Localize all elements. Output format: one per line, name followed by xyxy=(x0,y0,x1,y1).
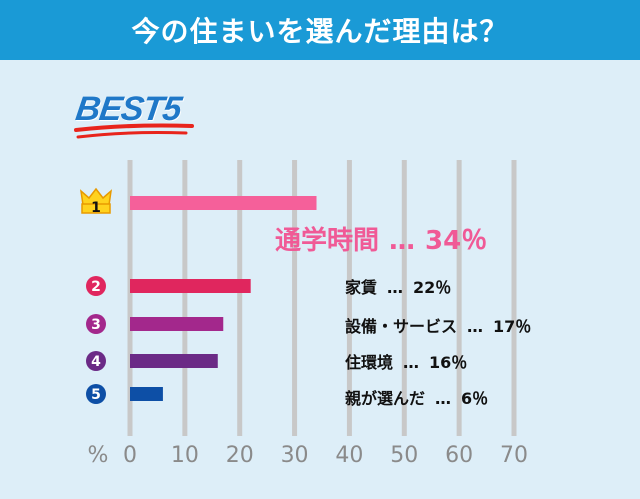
x-tick-label: 60 xyxy=(445,443,473,468)
category-label: 住環境 … 16％ xyxy=(345,349,467,373)
category-name: 親が選んだ xyxy=(345,389,426,408)
rank-number: 3 xyxy=(91,317,101,333)
category-label: 家賃 … 22％ xyxy=(345,274,451,298)
separator: … xyxy=(403,353,420,372)
rank-badge xyxy=(86,351,106,371)
crown-icon xyxy=(79,187,113,206)
separator: … xyxy=(387,278,404,297)
bar xyxy=(130,196,317,210)
value-label: 16％ xyxy=(429,353,468,372)
category-name: 設備・サービス xyxy=(345,317,458,336)
page-title: 今の住まいを選んだ理由は？ xyxy=(131,15,509,48)
x-tick-label: 30 xyxy=(281,443,309,468)
category-name: 家賃 xyxy=(345,278,378,297)
separator: … xyxy=(389,226,416,256)
rank-badge xyxy=(86,384,106,404)
badge-underline xyxy=(76,131,188,139)
value-label: 34％ xyxy=(425,226,488,256)
bar xyxy=(130,387,163,401)
rank-number: 4 xyxy=(91,354,101,370)
value-label: 17％ xyxy=(493,317,532,336)
bar xyxy=(130,317,224,331)
rank-badge xyxy=(86,276,106,296)
x-tick-label: 70 xyxy=(500,443,528,468)
separator: … xyxy=(435,389,452,408)
header-bar: 今の住まいを選んだ理由は？ xyxy=(0,0,640,60)
x-tick-label: 0 xyxy=(123,443,137,468)
rank-number: 1 xyxy=(91,200,101,216)
value-label: 22％ xyxy=(413,278,452,297)
category-name: 通学時間 xyxy=(275,226,380,256)
x-tick-label: 40 xyxy=(335,443,363,468)
category-label: 通学時間 … 34％ xyxy=(275,220,487,257)
bar xyxy=(130,354,218,368)
rank-number: 5 xyxy=(91,387,101,403)
bar xyxy=(130,279,251,293)
rank-number: 2 xyxy=(91,279,101,295)
x-tick-label: 10 xyxy=(171,443,199,468)
crown-icon xyxy=(81,203,111,214)
value-label: 6％ xyxy=(461,389,489,408)
category-name: 住環境 xyxy=(345,353,394,372)
x-tick-label: 20 xyxy=(226,443,254,468)
x-tick-label: 50 xyxy=(390,443,418,468)
rank-badge xyxy=(86,314,106,334)
category-label: 設備・サービス … 17％ xyxy=(345,313,531,337)
separator: … xyxy=(467,317,484,336)
x-axis-label: % xyxy=(88,443,109,468)
badge-underline xyxy=(74,123,194,132)
category-label: 親が選んだ … 6％ xyxy=(345,385,488,409)
